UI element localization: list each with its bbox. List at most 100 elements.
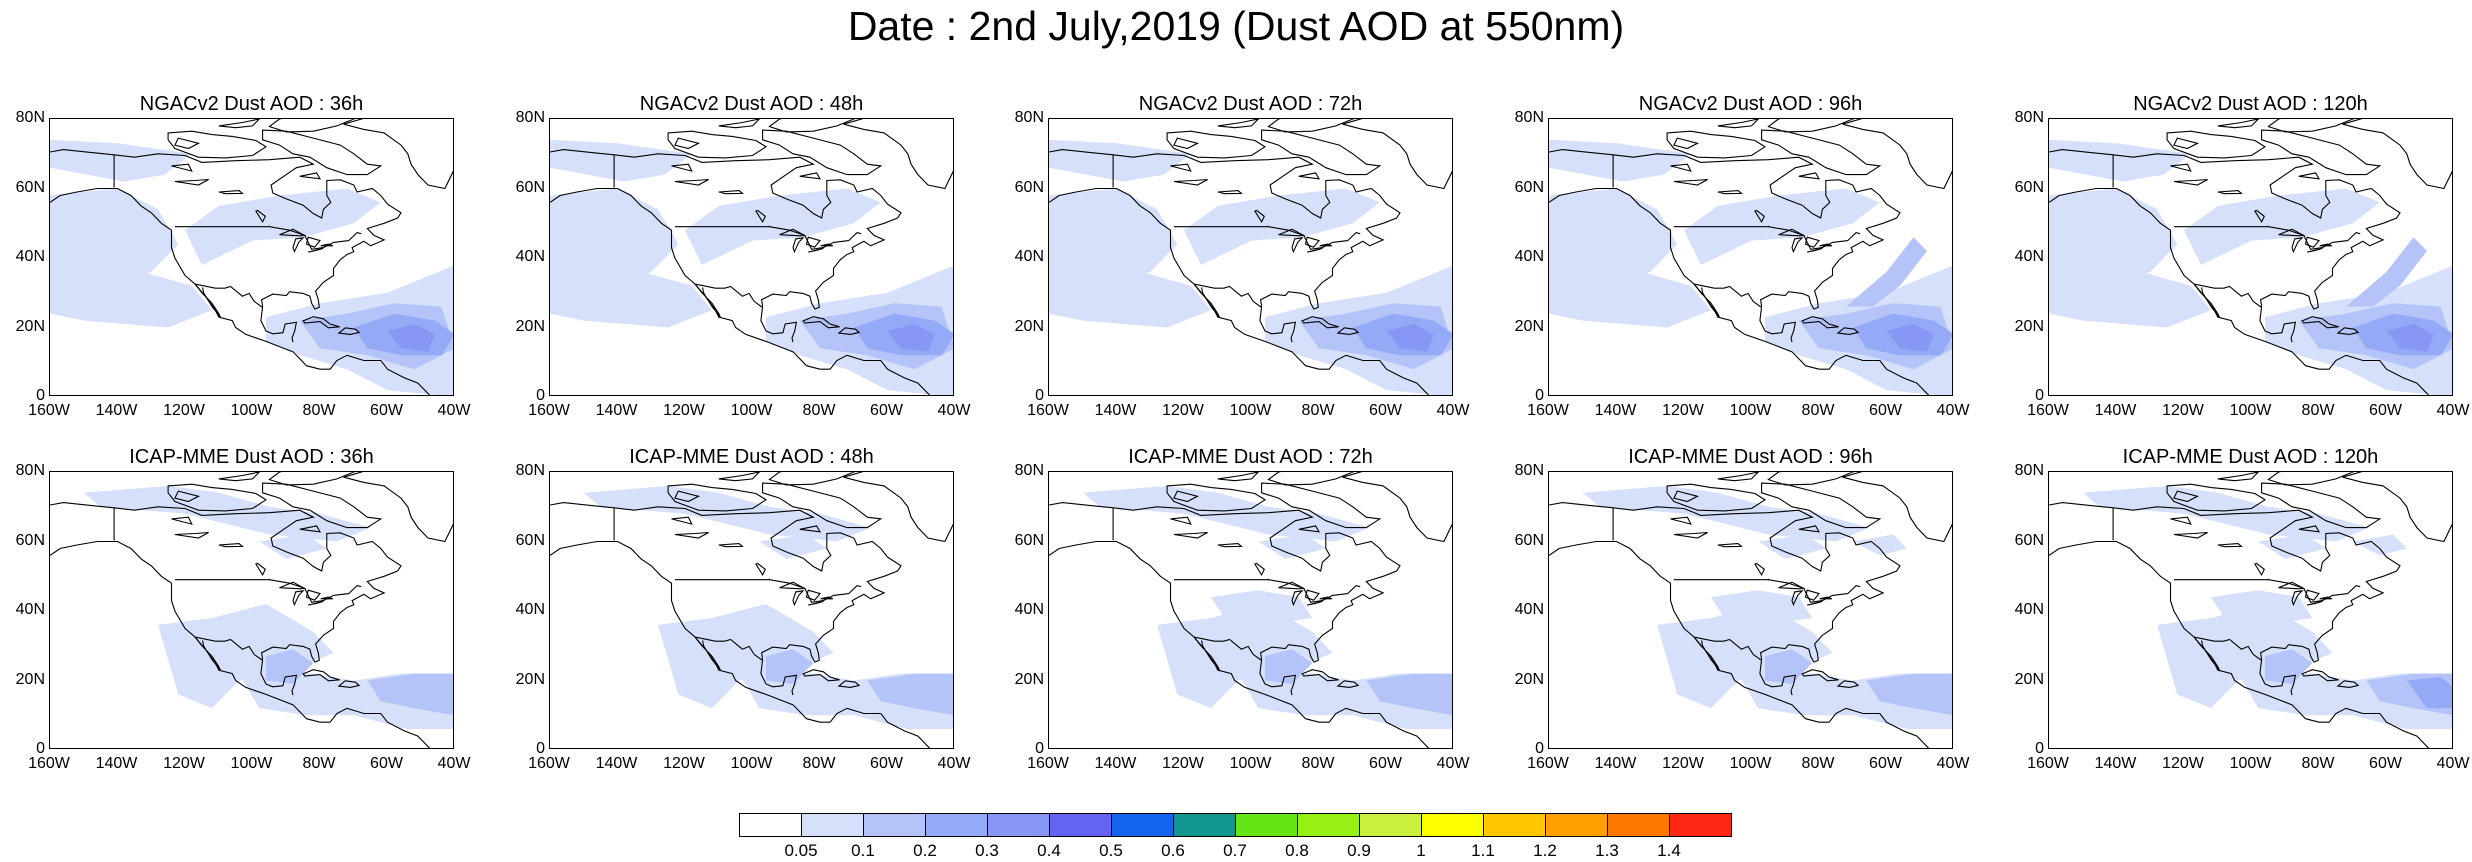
colorbar-label: 0.6 (1161, 841, 1185, 860)
lon-tick-label: 100W (230, 755, 273, 772)
coastline (1798, 525, 1821, 533)
coastline (2173, 531, 2208, 539)
lat-tick-label: 40N (1014, 248, 1044, 265)
dust-plume-area (550, 265, 712, 328)
coastline (674, 578, 770, 581)
coastline (1549, 502, 1901, 663)
coastline (1717, 119, 1760, 129)
coastline (2319, 243, 2332, 247)
coastline (667, 130, 768, 159)
map-panel: NGACv2 Dust AOD : 96h 80N 60N 40N 20N 0 160W 14… (1515, 93, 1970, 419)
coastline (1173, 178, 1208, 186)
colorbar-label: 1.3 (1595, 841, 1619, 860)
lon-tick-label: 160W (2027, 402, 2069, 419)
dust-aod-map (2049, 119, 2452, 395)
coastline (820, 596, 833, 600)
lon-tick-label: 60W (1369, 755, 1402, 772)
coastline (1193, 636, 1220, 671)
coastline (2268, 579, 2361, 603)
coastline (2307, 247, 2323, 253)
coastline (762, 482, 883, 529)
coastline (1670, 516, 1692, 525)
coastline (769, 226, 862, 250)
coastline (1304, 589, 1320, 601)
coastline (1217, 472, 1260, 482)
coastline (808, 600, 824, 606)
coastline (674, 178, 709, 186)
coastline (805, 589, 821, 601)
colorbar-label: 1 (1416, 841, 1426, 860)
lat-tick-label: 20N (515, 317, 545, 335)
coastline (1173, 531, 1208, 539)
dust-plume-area (887, 324, 935, 352)
lat-tick-label: 80N (15, 109, 45, 126)
lon-tick-label: 160W (28, 755, 70, 772)
lat-tick-label: 40N (15, 248, 45, 265)
coastline (550, 187, 931, 395)
lon-tick-label: 100W (730, 755, 773, 772)
lon-tick-label: 140W (1594, 402, 1637, 419)
colorbar-swatch (1111, 813, 1174, 837)
coastline (279, 581, 307, 590)
coastline (1049, 149, 1401, 310)
coastline (167, 483, 268, 512)
lon-tick-label: 60W (1369, 402, 1402, 419)
panel-title: NGACv2 Dust AOD : 72h (1138, 93, 1363, 115)
coastline (1304, 236, 1320, 248)
coastline (268, 472, 356, 486)
coastline (2193, 283, 2262, 308)
coastline (2342, 123, 2452, 190)
coastline (1666, 130, 1767, 159)
lat-tick-label: 60N (15, 531, 45, 549)
lon-tick-label: 40W (1436, 755, 1470, 772)
panel-title: NGACv2 Dust AOD : 48h (639, 93, 864, 115)
colorbar-label: 0.05 (784, 841, 818, 860)
lon-tick-label: 120W (1662, 402, 1704, 419)
lat-tick-label: 60N (1014, 178, 1044, 196)
coastline (1549, 540, 1930, 748)
coastline (837, 327, 861, 335)
panel-title: NGACv2 Dust AOD : 120h (2133, 93, 2368, 115)
coastline (820, 243, 833, 247)
lat-tick-label: 80N (2014, 109, 2044, 126)
coastline (1804, 236, 1820, 248)
map-panel: ICAP-MME Dust AOD : 120h 80N 60N 40N 20N 0 160… (2015, 446, 2470, 772)
lat-tick-label: 60N (15, 178, 45, 196)
lon-tick-label: 120W (1662, 755, 1704, 772)
coastline (1298, 525, 1321, 533)
coastline (1301, 669, 1339, 682)
dust-plume-area (685, 188, 881, 265)
coastline (1298, 172, 1321, 180)
panel-title: NGACv2 Dust AOD : 96h (1638, 93, 1863, 115)
map-frame (1548, 118, 1953, 396)
coastline (2336, 680, 2360, 688)
coastline (1278, 581, 1306, 590)
coastline (2173, 178, 2208, 186)
map-frame (549, 118, 954, 396)
lat-tick-label: 0 (1535, 740, 1544, 757)
dust-plume-area (2157, 604, 2333, 709)
coastline (1254, 209, 1265, 224)
lon-tick-label: 100W (2229, 402, 2272, 419)
coastline (2304, 589, 2320, 601)
lon-tick-label: 40W (437, 402, 471, 419)
coastline (50, 540, 431, 748)
colorbar-label: 0.2 (913, 841, 937, 860)
coastline (167, 130, 268, 159)
coastline (292, 590, 305, 607)
dust-plume-area (1758, 534, 1826, 559)
map-panel: ICAP-MME Dust AOD : 72h 80N 60N 40N 20N 0 160W… (1015, 446, 1470, 772)
dust-plume-area (2265, 649, 2313, 684)
coastline (343, 123, 453, 190)
lat-tick-label: 0 (536, 740, 545, 757)
colorbar-swatch (801, 813, 864, 837)
lon-tick-label: 120W (163, 402, 205, 419)
dust-aod-map (2049, 472, 2452, 748)
colorbar-swatch (987, 813, 1050, 837)
coastline (260, 306, 298, 343)
coastline (2217, 190, 2243, 195)
map-frame (2048, 471, 2453, 749)
coastline (1217, 119, 1260, 129)
lon-tick-label: 60W (2369, 402, 2402, 419)
dust-plume-area (367, 673, 453, 715)
